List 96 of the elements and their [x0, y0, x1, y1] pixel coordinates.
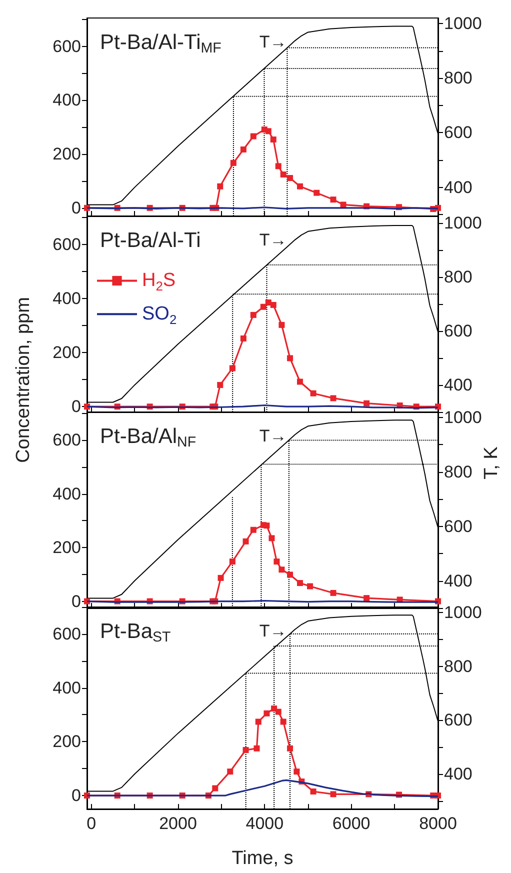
- y2-tick-label: 800: [444, 462, 472, 482]
- point: [240, 146, 246, 152]
- y2-tick-label: 600: [444, 123, 472, 142]
- point: [330, 394, 336, 401]
- y2-tick-label: 400: [444, 374, 472, 394]
- point: [287, 572, 294, 578]
- point: [255, 718, 262, 725]
- y-tick-label: 200: [52, 144, 81, 164]
- point: [212, 785, 218, 792]
- point: [280, 172, 286, 178]
- annotation: T→: [259, 426, 287, 446]
- annotation: T→: [259, 32, 287, 52]
- y2-tick-label: 1000: [444, 212, 482, 232]
- y2-tick-label: 400: [444, 178, 472, 197]
- point: [287, 745, 294, 752]
- point: [287, 354, 294, 361]
- annotation: T→: [259, 230, 287, 249]
- y-tick-label: 400: [52, 90, 81, 110]
- point: [275, 163, 282, 170]
- x-tick-label: 0: [86, 814, 96, 833]
- point: [254, 745, 260, 752]
- y-tick-label: 0: [72, 198, 81, 218]
- y2-tick-label: 1000: [444, 602, 482, 622]
- y-tick-label: 0: [72, 396, 81, 416]
- y-tick-label: 400: [52, 288, 81, 308]
- y2-tick-label: 600: [444, 320, 472, 340]
- x-tick-label: 4000: [246, 814, 284, 833]
- point: [296, 183, 303, 190]
- y2-tick-label: 400: [444, 764, 472, 784]
- y-tick-label: 600: [52, 430, 81, 450]
- point: [287, 175, 294, 182]
- x-tick-label: 8000: [419, 814, 457, 833]
- y2-tick-label: 1000: [444, 14, 482, 33]
- point: [306, 583, 313, 590]
- y-tick-label: 400: [52, 484, 81, 504]
- y2-axis-title: T, K: [481, 446, 503, 480]
- point: [217, 183, 224, 190]
- point: [310, 788, 316, 794]
- y-tick-label: 600: [52, 234, 81, 254]
- y2-tick-label: 1000: [444, 408, 482, 427]
- point: [296, 378, 303, 384]
- point: [275, 708, 282, 715]
- y-tick-label: 200: [52, 538, 81, 558]
- y-tick-label: 0: [72, 592, 81, 611]
- text: Pt-Ba/Al-Ti: [100, 228, 201, 252]
- point: [330, 590, 336, 596]
- point: [227, 768, 234, 775]
- point: [270, 136, 276, 142]
- y2-tick-label: 600: [444, 516, 472, 536]
- point: [274, 558, 280, 565]
- point: [265, 128, 272, 134]
- point: [264, 522, 270, 529]
- point: [278, 566, 285, 573]
- point: [230, 160, 236, 166]
- x-axis-title: Time, s: [232, 848, 294, 869]
- y-tick-label: 0: [72, 786, 81, 806]
- point: [340, 202, 346, 208]
- annotation: T→: [259, 622, 287, 640]
- point: [242, 538, 249, 544]
- point: [294, 768, 300, 775]
- point: [240, 334, 246, 341]
- y2-tick-label: 800: [444, 68, 472, 88]
- y2-tick-label: 600: [444, 710, 472, 730]
- point: [310, 390, 316, 396]
- y2-tick-label: 800: [444, 266, 472, 286]
- x-tick-label: 6000: [332, 814, 370, 833]
- point: [270, 301, 276, 308]
- point: [229, 558, 236, 565]
- point: [229, 364, 236, 371]
- point: [280, 718, 286, 725]
- y-tick-label: 200: [52, 732, 81, 752]
- point: [364, 400, 370, 406]
- y-tick-label: 600: [52, 36, 81, 56]
- point: [250, 526, 256, 533]
- point: [217, 381, 224, 388]
- point: [218, 574, 224, 581]
- point: [242, 747, 249, 754]
- point: [264, 710, 270, 716]
- point: [330, 791, 336, 798]
- point: [330, 196, 336, 203]
- y2-tick-label: 400: [444, 571, 472, 590]
- y-tick-label: 200: [52, 342, 81, 362]
- y2-tick-label: 800: [444, 656, 472, 676]
- point: [278, 321, 285, 328]
- point: [265, 299, 272, 306]
- point: [268, 535, 275, 542]
- point: [250, 133, 256, 140]
- y-tick-label: 400: [52, 678, 81, 698]
- point: [250, 311, 256, 318]
- x-tick-label: 2000: [159, 814, 197, 833]
- y-tick-label: 600: [52, 624, 81, 644]
- point: [260, 303, 266, 310]
- point: [314, 190, 320, 196]
- y-axis-title: Concentration, ppm: [13, 297, 35, 463]
- point: [364, 595, 370, 602]
- point: [296, 580, 303, 586]
